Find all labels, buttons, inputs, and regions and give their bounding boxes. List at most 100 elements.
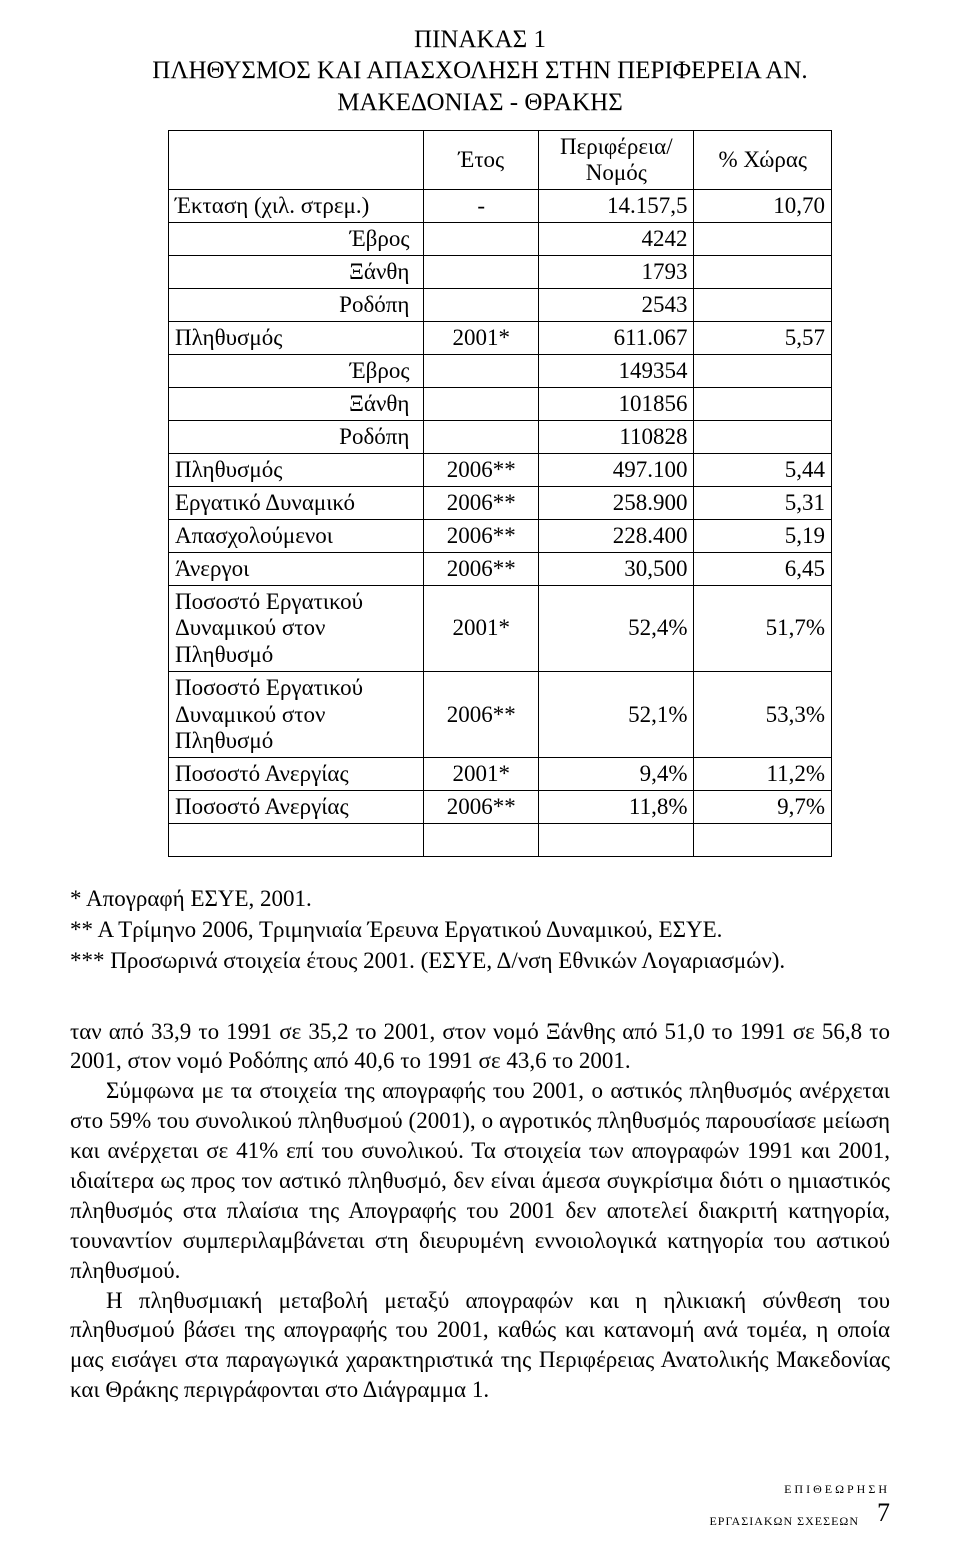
table-row: Ροδόπη 110828 <box>169 420 832 453</box>
row-value: 258.900 <box>539 486 694 519</box>
page-footer: ΕΠΙΘΕΩΡΗΣΗ ΕΡΓΑΣΙΑΚΩΝ ΣΧΕΣΕΩΝ 7 <box>709 1482 890 1528</box>
row-label: Ποσοστό Εργατικού Δυναμικού στον Πληθυσμ… <box>169 672 424 758</box>
row-year: 2001* <box>424 321 539 354</box>
title-line-1: ΠΙΝΑΚΑΣ 1 <box>70 24 890 55</box>
table-container: Έτος Περιφέρεια/ Νομός % Χώρας Έκταση (χ… <box>168 130 832 858</box>
title-line-2: ΠΛΗΘΥΣΜΟΣ ΚΑΙ ΑΠΑΣΧΟΛΗΣΗ ΣΤΗΝ ΠΕΡΙΦΕΡΕΙΑ… <box>70 55 890 118</box>
table-row: Πληθυσμός2001*611.0675,57 <box>169 321 832 354</box>
row-pct <box>694 255 832 288</box>
row-label: Ροδόπη <box>169 420 424 453</box>
row-label: Ποσοστό Ανεργίας <box>169 791 424 824</box>
row-value: 30,500 <box>539 552 694 585</box>
table-row: Ροδόπη 2543 <box>169 288 832 321</box>
row-label: Ξάνθη <box>169 255 424 288</box>
row-value: 11,8% <box>539 791 694 824</box>
row-year <box>424 222 539 255</box>
row-pct <box>694 420 832 453</box>
paragraph-3: Η πληθυσμιακή μεταβολή μεταξύ απογραφών … <box>70 1286 890 1406</box>
row-label: Πληθυσμός <box>169 321 424 354</box>
table-row: Ξάνθη 1793 <box>169 255 832 288</box>
row-year <box>424 420 539 453</box>
row-year: 2006** <box>424 791 539 824</box>
table-row: Ποσοστό Εργατικού Δυναμικού στον Πληθυσμ… <box>169 585 832 671</box>
row-pct: 11,2% <box>694 758 832 791</box>
paragraph-1: ταν από 33,9 το 1991 σε 35,2 το 2001, στ… <box>70 1017 890 1077</box>
row-label: Έβρος <box>169 354 424 387</box>
row-year <box>424 387 539 420</box>
row-pct: 53,3% <box>694 672 832 758</box>
note-2: ** Α Τρίμηνο 2006, Τριμηνιαία Έρευνα Εργ… <box>70 914 890 945</box>
row-label: Έβρος <box>169 222 424 255</box>
row-pct <box>694 387 832 420</box>
row-value: 1793 <box>539 255 694 288</box>
row-value: 9,4% <box>539 758 694 791</box>
main-table: Έτος Περιφέρεια/ Νομός % Χώρας Έκταση (χ… <box>168 130 832 858</box>
row-year: 2001* <box>424 585 539 671</box>
footer-line-2: ΕΡΓΑΣΙΑΚΩΝ ΣΧΕΣΕΩΝ <box>709 1514 859 1528</box>
table-row: Άνεργοι2006**30,5006,45 <box>169 552 832 585</box>
table-title: ΠΙΝΑΚΑΣ 1 ΠΛΗΘΥΣΜΟΣ ΚΑΙ ΑΠΑΣΧΟΛΗΣΗ ΣΤΗΝ … <box>70 24 890 118</box>
row-label: Ποσοστό Εργατικού Δυναμικού στον Πληθυσμ… <box>169 585 424 671</box>
row-value: 497.100 <box>539 453 694 486</box>
row-value: 101856 <box>539 387 694 420</box>
table-row: Ποσοστό Ανεργίας2006**11,8%9,7% <box>169 791 832 824</box>
note-3: *** Προσωρινά στοιχεία έτους 2001. (ΕΣΥΕ… <box>70 945 890 976</box>
table-notes: * Απογραφή ΕΣΥΕ, 2001. ** Α Τρίμηνο 2006… <box>70 883 890 976</box>
table-row: Έβρος149354 <box>169 354 832 387</box>
empty-cell <box>169 824 424 857</box>
header-blank <box>169 130 424 189</box>
table-row: Ποσοστό Ανεργίας2001*9,4%11,2% <box>169 758 832 791</box>
row-year <box>424 255 539 288</box>
row-pct: 5,44 <box>694 453 832 486</box>
page-number: 7 <box>877 1497 890 1528</box>
empty-cell <box>424 824 539 857</box>
row-label: Έκταση (χιλ. στρεμ.) <box>169 189 424 222</box>
row-pct <box>694 222 832 255</box>
row-value: 52,1% <box>539 672 694 758</box>
row-pct <box>694 354 832 387</box>
row-pct: 51,7% <box>694 585 832 671</box>
row-pct: 5,31 <box>694 486 832 519</box>
row-value: 2543 <box>539 288 694 321</box>
table-row: Ξάνθη 101856 <box>169 387 832 420</box>
paragraph-2: Σύμφωνα με τα στοιχεία της απογραφής του… <box>70 1076 890 1285</box>
row-year: 2006** <box>424 486 539 519</box>
table-row: Απασχολούμενοι2006**228.4005,19 <box>169 519 832 552</box>
row-pct: 5,19 <box>694 519 832 552</box>
table-row: Έκταση (χιλ. στρεμ.)-14.157,510,70 <box>169 189 832 222</box>
empty-cell <box>694 824 832 857</box>
header-region: Περιφέρεια/ Νομός <box>539 130 694 189</box>
row-label: Απασχολούμενοι <box>169 519 424 552</box>
row-year <box>424 288 539 321</box>
row-label: Άνεργοι <box>169 552 424 585</box>
table-row: Πληθυσμός2006**497.1005,44 <box>169 453 832 486</box>
row-year: 2006** <box>424 519 539 552</box>
note-1: * Απογραφή ΕΣΥΕ, 2001. <box>70 883 890 914</box>
header-pct: % Χώρας <box>694 130 832 189</box>
row-label: Εργατικό Δυναμικό <box>169 486 424 519</box>
row-pct: 6,45 <box>694 552 832 585</box>
page: ΠΙΝΑΚΑΣ 1 ΠΛΗΘΥΣΜΟΣ ΚΑΙ ΑΠΑΣΧΟΛΗΣΗ ΣΤΗΝ … <box>0 0 960 1542</box>
row-value: 110828 <box>539 420 694 453</box>
table-row: Έβρος4242 <box>169 222 832 255</box>
row-year: 2006** <box>424 552 539 585</box>
table-row: Εργατικό Δυναμικό2006**258.9005,31 <box>169 486 832 519</box>
row-value: 14.157,5 <box>539 189 694 222</box>
row-label: Ξάνθη <box>169 387 424 420</box>
table-header-row: Έτος Περιφέρεια/ Νομός % Χώρας <box>169 130 832 189</box>
empty-cell <box>539 824 694 857</box>
row-value: 228.400 <box>539 519 694 552</box>
row-year <box>424 354 539 387</box>
row-value: 52,4% <box>539 585 694 671</box>
row-label: Ροδόπη <box>169 288 424 321</box>
table-row: Ποσοστό Εργατικού Δυναμικού στον Πληθυσμ… <box>169 672 832 758</box>
row-label: Πληθυσμός <box>169 453 424 486</box>
row-pct <box>694 288 832 321</box>
row-year: 2001* <box>424 758 539 791</box>
row-year: - <box>424 189 539 222</box>
row-label: Ποσοστό Ανεργίας <box>169 758 424 791</box>
row-pct: 5,57 <box>694 321 832 354</box>
header-year: Έτος <box>424 130 539 189</box>
body-text: ταν από 33,9 το 1991 σε 35,2 το 2001, στ… <box>70 1017 890 1406</box>
row-year: 2006** <box>424 672 539 758</box>
